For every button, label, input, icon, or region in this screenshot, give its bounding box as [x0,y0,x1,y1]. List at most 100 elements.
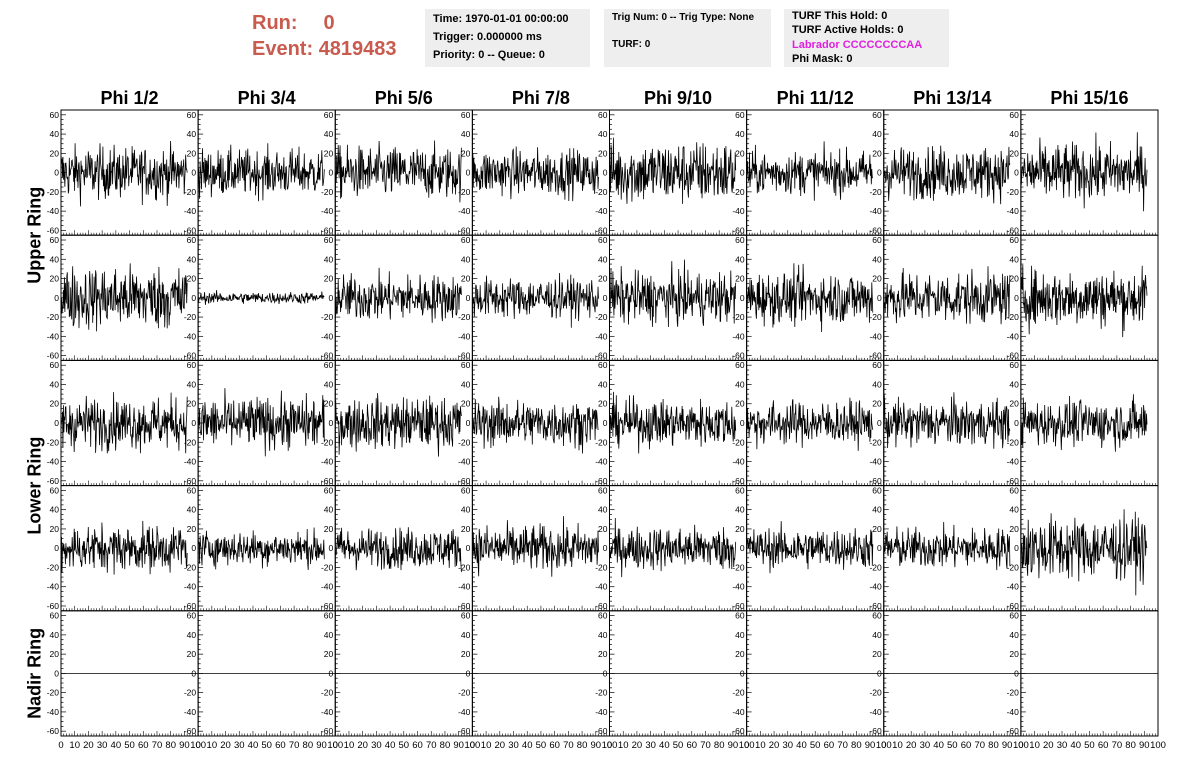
y-tick-label: -20 [732,312,745,322]
y-tick-label: 20 [461,649,471,659]
y-tick-label: -20 [1007,562,1020,572]
x-tick-label: 10 [344,740,355,751]
y-tick-label: 60 [1009,235,1019,245]
x-tick-label: 50 [124,740,135,751]
y-tick-label: 40 [461,254,471,264]
y-tick-label: -20 [595,688,608,698]
row-title: Nadir Ring [25,628,45,719]
y-tick-label: 60 [461,360,471,370]
y-tick-label: -20 [184,187,197,197]
y-tick-label: 40 [50,254,60,264]
y-tick-label: -20 [184,312,197,322]
y-tick-label: 0 [329,543,334,553]
y-tick-label: 60 [324,485,334,495]
y-tick-label: 40 [187,379,197,389]
x-tick-label: 30 [782,740,793,751]
y-tick-label: 60 [324,360,334,370]
waveform-trace [883,145,1011,205]
x-tick-label: 50 [1084,740,1095,751]
y-tick-label: 20 [50,148,60,158]
y-tick-label: -40 [458,582,471,592]
y-tick-label: 40 [187,254,197,264]
y-tick-label: -60 [869,726,882,736]
y-tick-label: 60 [324,235,334,245]
y-tick-label: -40 [321,707,334,717]
waveform-trace [197,527,325,571]
y-tick-label: 20 [461,274,471,284]
x-tick-label: 50 [399,740,410,751]
x-tick-label: 20 [769,740,780,751]
x-tick-label: 80 [440,740,451,751]
x-tick-label: 60 [275,740,286,751]
waveform-trace [197,143,325,202]
y-tick-label: 40 [50,630,60,640]
y-tick-label: 40 [735,505,745,515]
waveform-trace [60,263,188,332]
y-tick-label: -60 [458,351,471,361]
y-tick-label: -20 [732,437,745,447]
column-title: Phi 15/16 [1050,88,1128,108]
y-tick-label: 0 [877,293,882,303]
y-tick-label: -60 [184,476,197,486]
x-tick-label: 0 [195,740,200,751]
y-tick-label: -20 [595,437,608,447]
y-tick-label: 60 [187,235,197,245]
y-tick-label: 40 [324,254,334,264]
x-tick-label: 90 [728,740,739,751]
x-tick-label: 70 [974,740,985,751]
y-tick-label: -40 [869,206,882,216]
y-tick-label: -40 [595,582,608,592]
y-tick-label: 60 [598,611,608,621]
y-tick-label: -60 [47,476,60,486]
waveform-trace [1020,264,1148,338]
y-tick-label: -60 [47,726,60,736]
y-tick-label: -20 [595,187,608,197]
y-tick-label: 40 [1009,379,1019,389]
column-title: Phi 1/2 [101,88,159,108]
y-tick-label: -60 [184,726,197,736]
y-tick-label: 0 [191,293,196,303]
x-tick-label: 80 [1125,740,1136,751]
x-tick-label: 80 [714,740,725,751]
y-tick-label: 40 [735,129,745,139]
x-tick-label: 100 [1150,740,1166,751]
y-tick-label: 60 [735,611,745,621]
x-tick-label: 90 [316,740,327,751]
x-tick-label: 20 [632,740,643,751]
x-tick-label: 40 [1070,740,1081,751]
y-tick-label: -40 [184,457,197,467]
x-tick-label: 10 [892,740,903,751]
x-tick-label: 30 [920,740,931,751]
x-tick-label: 70 [152,740,163,751]
y-tick-label: -40 [732,457,745,467]
y-tick-label: 20 [187,524,197,534]
y-tick-label: -60 [732,351,745,361]
y-tick-label: 40 [187,129,197,139]
y-tick-label: 20 [598,148,608,158]
y-tick-label: 0 [603,543,608,553]
y-tick-label: 40 [598,630,608,640]
waveform-trace [472,146,599,202]
event-line: Event: 4819483 [252,36,397,62]
x-tick-label: 20 [906,740,917,751]
x-tick-label: 40 [659,740,670,751]
y-tick-label: -60 [869,601,882,611]
y-tick-label: -60 [458,601,471,611]
x-tick-label: 30 [1057,740,1068,751]
y-tick-label: -60 [595,601,608,611]
y-tick-label: -20 [1007,437,1020,447]
x-tick-label: 30 [97,740,108,751]
x-tick-label: 80 [165,740,176,751]
y-tick-label: 60 [1009,360,1019,370]
y-tick-label: -60 [869,225,882,235]
x-tick-label: 100 [602,740,618,751]
y-tick-label: -20 [732,562,745,572]
y-tick-label: -20 [1007,187,1020,197]
x-tick-label: 60 [824,740,835,751]
y-tick-label: 40 [872,630,882,640]
y-tick-label: 0 [603,668,608,678]
x-tick-label: 40 [385,740,396,751]
y-tick-label: -60 [321,601,334,611]
y-tick-label: 20 [50,274,60,284]
y-tick-label: 0 [466,418,471,428]
